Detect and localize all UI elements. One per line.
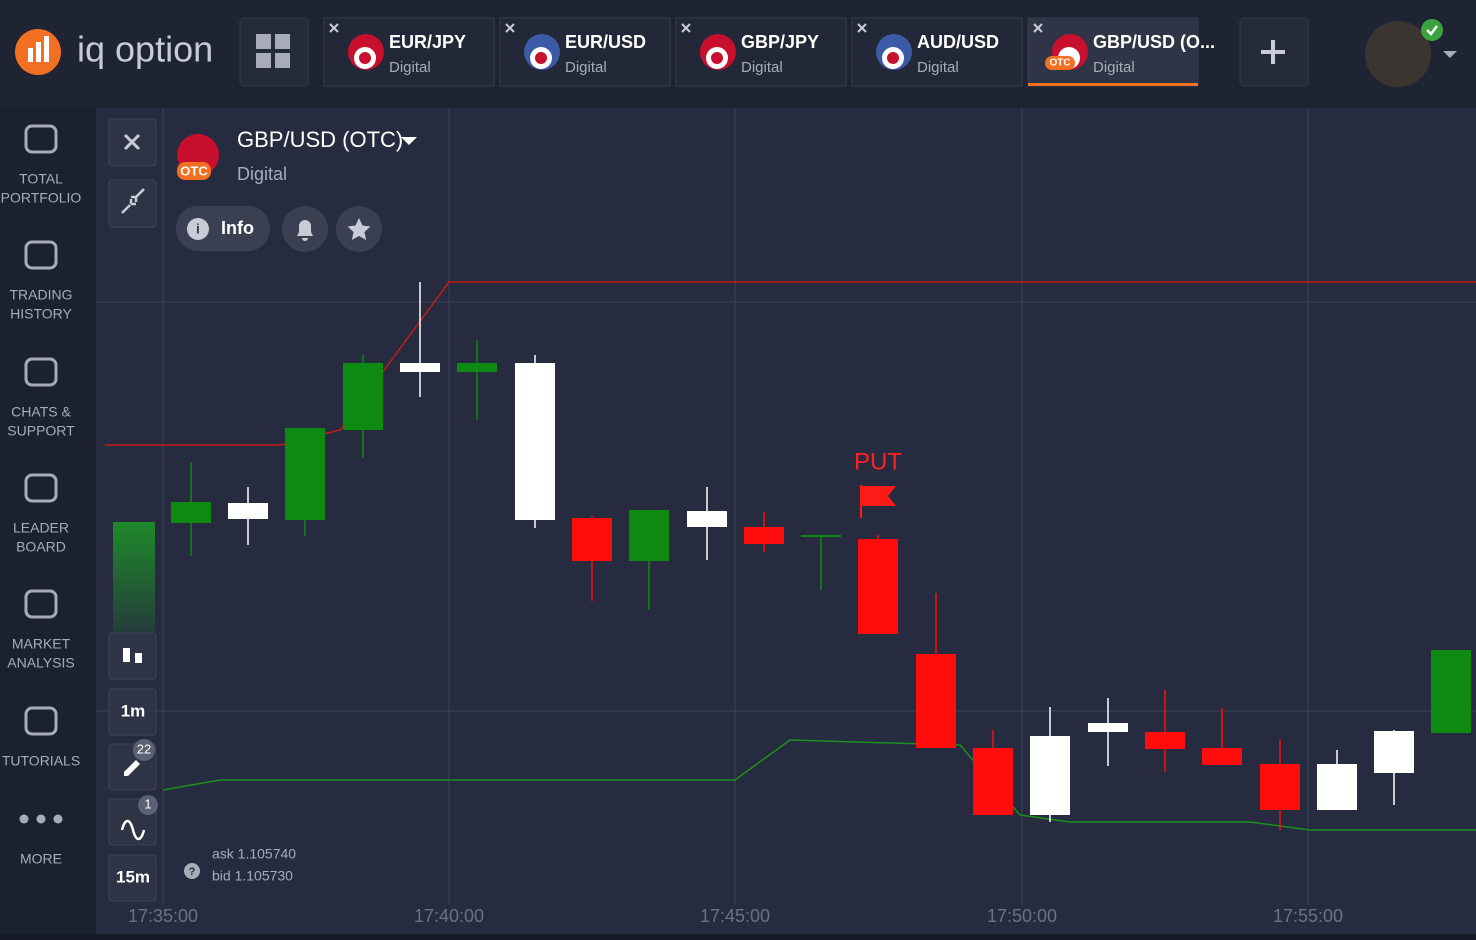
candle-body bbox=[1374, 731, 1414, 773]
svg-text:?: ? bbox=[189, 866, 196, 878]
candle-body bbox=[1431, 650, 1471, 733]
sidebar-icon bbox=[24, 473, 58, 503]
active-indicator bbox=[1028, 83, 1198, 86]
candle-body bbox=[629, 510, 669, 561]
tab-badge-bg bbox=[1045, 56, 1075, 70]
candle-body bbox=[1317, 764, 1357, 810]
candle-body bbox=[801, 535, 841, 537]
tab-title: EUR/JPY bbox=[389, 32, 466, 52]
sidebar-label: SUPPORT bbox=[7, 423, 75, 439]
sidebar-label: PORTFOLIO bbox=[1, 190, 82, 206]
tab-flag-dot bbox=[359, 52, 371, 64]
sidebar-icon bbox=[53, 814, 63, 824]
timeframe-label: 1m bbox=[121, 701, 146, 720]
tab-flag-dot bbox=[887, 52, 899, 64]
timeframe-button[interactable] bbox=[108, 688, 157, 736]
upper-line bbox=[105, 281, 1476, 446]
sidebar-label: LEADER bbox=[13, 520, 69, 536]
tab-close[interactable] bbox=[505, 23, 515, 33]
candle-body bbox=[744, 527, 784, 544]
sidebar-icon bbox=[24, 589, 58, 619]
candle-body bbox=[1260, 764, 1300, 810]
svg-text:i: i bbox=[196, 221, 200, 237]
tab-close[interactable] bbox=[857, 23, 867, 33]
tab-close[interactable] bbox=[329, 23, 339, 33]
tab-title: AUD/USD bbox=[917, 32, 999, 52]
expiry-button[interactable] bbox=[108, 854, 157, 902]
time-label: 17:45:00 bbox=[700, 906, 770, 926]
time-label: 17:50:00 bbox=[987, 906, 1057, 926]
chart-area bbox=[96, 108, 1476, 934]
tab-title: GBP/USD (O... bbox=[1093, 32, 1215, 52]
tab-subtitle: Digital bbox=[1093, 59, 1135, 76]
put-label: PUT bbox=[854, 448, 902, 475]
asset-subtitle: Digital bbox=[237, 164, 287, 184]
candle-body bbox=[916, 654, 956, 748]
expiry-label: 15m bbox=[116, 867, 150, 886]
tab-title: GBP/JPY bbox=[741, 32, 819, 52]
bid-price: bid 1.105730 bbox=[212, 868, 293, 884]
sidebar-item[interactable] bbox=[0, 692, 96, 761]
candle-body bbox=[400, 363, 440, 372]
sidebar-icon bbox=[36, 814, 46, 824]
tab-badge: OTC bbox=[1049, 58, 1070, 69]
tab-subtitle: Digital bbox=[389, 59, 431, 76]
info-label: Info bbox=[221, 218, 254, 238]
sidebar-icon bbox=[19, 814, 29, 824]
tab-close[interactable] bbox=[681, 23, 691, 33]
sidebar-label: TUTORIALS bbox=[2, 753, 80, 769]
avatar[interactable] bbox=[1365, 21, 1431, 87]
sidebar-label: TOTAL bbox=[19, 171, 63, 187]
candle-body bbox=[973, 748, 1013, 815]
put-flag bbox=[862, 486, 896, 506]
candle-body bbox=[515, 363, 555, 520]
sidebar-icon bbox=[24, 706, 58, 736]
candle-body bbox=[572, 518, 612, 561]
candle-body bbox=[687, 511, 727, 527]
sidebar-label: MARKET bbox=[12, 636, 71, 652]
candle-body bbox=[343, 363, 383, 430]
tab-subtitle: Digital bbox=[917, 59, 959, 76]
time-label: 17:40:00 bbox=[414, 906, 484, 926]
drawings-count: 22 bbox=[137, 741, 151, 756]
sidebar-label: BOARD bbox=[16, 539, 66, 555]
time-label: 17:35:00 bbox=[128, 906, 198, 926]
volume-indicator bbox=[113, 522, 155, 632]
candle-body bbox=[171, 502, 211, 523]
chart-type[interactable] bbox=[108, 632, 157, 680]
sidebar-icon bbox=[24, 240, 58, 270]
asset-title[interactable]: GBP/USD (OTC) bbox=[237, 127, 403, 152]
tab-flag-dot bbox=[711, 52, 723, 64]
candle-body bbox=[858, 539, 898, 634]
candle-body bbox=[285, 428, 325, 520]
sidebar-item[interactable] bbox=[0, 790, 96, 859]
sidebar-label: CHATS & bbox=[11, 404, 71, 420]
sidebar-label: MORE bbox=[20, 851, 62, 867]
candle-body bbox=[457, 363, 497, 372]
sidebar bbox=[0, 108, 96, 940]
sidebar-icon bbox=[24, 357, 58, 387]
candle-body bbox=[1202, 748, 1242, 765]
sidebar-label: TRADING bbox=[10, 287, 73, 303]
grid-button[interactable] bbox=[239, 17, 309, 87]
tab-subtitle: Digital bbox=[565, 59, 607, 76]
indicators-count: 1 bbox=[144, 796, 151, 811]
candle-body bbox=[1088, 723, 1128, 732]
candle-body bbox=[228, 503, 268, 519]
time-label: 17:55:00 bbox=[1273, 906, 1343, 926]
tab-title: EUR/USD bbox=[565, 32, 646, 52]
sidebar-label: HISTORY bbox=[10, 306, 72, 322]
ask-price: ask 1.105740 bbox=[212, 846, 296, 862]
asset-badge: OTC bbox=[180, 163, 208, 178]
sidebar-label: ANALYSIS bbox=[7, 655, 74, 671]
tab-subtitle: Digital bbox=[741, 59, 783, 76]
sidebar-icon bbox=[24, 124, 58, 154]
logo-text: iq option bbox=[77, 29, 213, 70]
candle-body bbox=[1030, 736, 1070, 815]
tab-flag-dot bbox=[535, 52, 547, 64]
candle-body bbox=[1145, 732, 1185, 749]
tab-close[interactable] bbox=[1033, 23, 1043, 33]
